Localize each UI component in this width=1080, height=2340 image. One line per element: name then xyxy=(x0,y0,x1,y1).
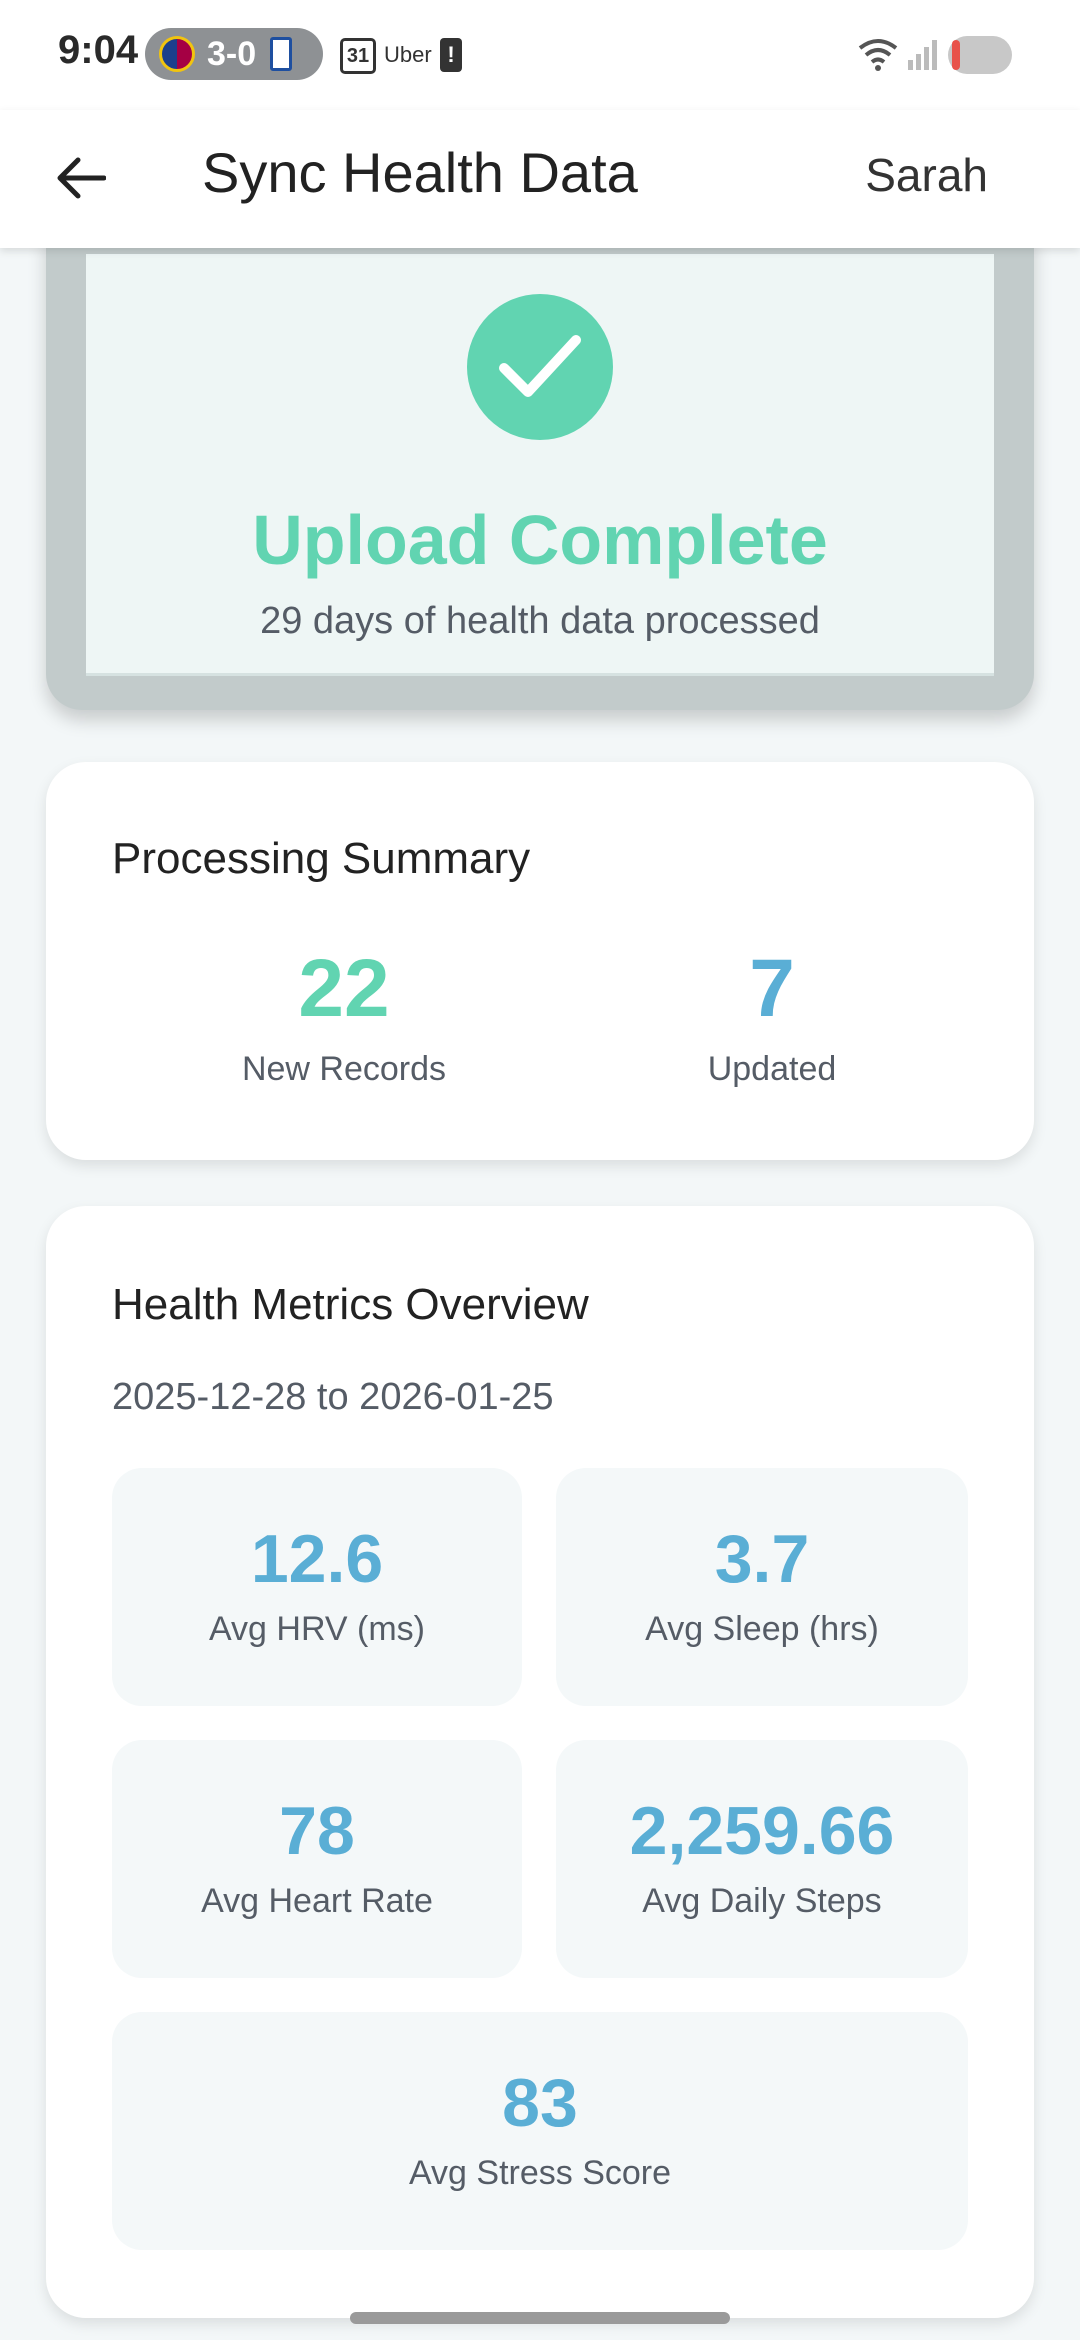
metric-value: 12.6 xyxy=(250,1521,384,1597)
new-records-value: 22 xyxy=(298,943,390,1034)
metric-tile-heart-rate: 78 Avg Heart Rate xyxy=(112,1740,522,1978)
user-name[interactable]: Sarah xyxy=(865,149,988,201)
upload-complete-card: Upload Complete 29 days of health data p… xyxy=(86,254,994,676)
battery-toggle-icon xyxy=(948,36,1012,74)
metric-label: Avg Stress Score xyxy=(408,2154,672,2192)
status-time: 9:04 xyxy=(58,28,139,72)
new-records-stat: 22 New Records xyxy=(194,942,494,1089)
metric-label: Avg Heart Rate xyxy=(201,1882,433,1920)
barcelona-badge-icon xyxy=(159,36,195,72)
metric-label: Avg Sleep (hrs) xyxy=(645,1610,879,1648)
metric-value: 83 xyxy=(502,2065,578,2141)
home-indicator[interactable] xyxy=(350,2312,730,2324)
metric-tile-sleep: 3.7 Avg Sleep (hrs) xyxy=(556,1468,968,1706)
battery-alert-icon: ! xyxy=(440,38,462,72)
metric-value: 2,259.66 xyxy=(629,1793,895,1869)
updated-stat: 7 Updated xyxy=(622,942,922,1089)
oviedo-badge-icon xyxy=(270,37,293,71)
health-metrics-card: Health Metrics Overview 2025-12-28 to 20… xyxy=(46,1206,1034,2318)
metric-tile-steps: 2,259.66 Avg Daily Steps xyxy=(556,1740,968,1978)
new-records-label: New Records xyxy=(241,1050,447,1088)
metric-tile-hrv: 12.6 Avg HRV (ms) xyxy=(112,1468,522,1706)
back-button[interactable] xyxy=(40,138,120,218)
updated-value: 7 xyxy=(749,943,795,1034)
uber-notification-icon: Uber xyxy=(384,42,432,67)
updated-label: Updated xyxy=(707,1050,837,1088)
arrow-left-icon xyxy=(57,157,106,199)
metric-tile-stress: 83 Avg Stress Score xyxy=(112,2012,968,2250)
upload-subtitle: 29 days of health data processed xyxy=(260,600,820,642)
metric-value: 3.7 xyxy=(714,1521,810,1597)
wifi-icon xyxy=(858,39,898,71)
calendar-icon: 31 xyxy=(340,38,376,74)
signal-icon xyxy=(908,40,937,70)
date-range: 2025-12-28 to 2026-01-25 xyxy=(112,1376,554,1418)
processing-summary-card: Processing Summary 22 New Records 7 Upda… xyxy=(46,762,1034,1160)
upload-title: Upload Complete xyxy=(252,501,828,579)
app-bar: Sync Health Data Sarah xyxy=(0,110,1080,248)
check-circle-icon xyxy=(467,294,613,440)
summary-heading: Processing Summary xyxy=(112,834,531,883)
score-text: 3-0 xyxy=(207,34,257,73)
metric-label: Avg HRV (ms) xyxy=(208,1610,425,1648)
page-title: Sync Health Data xyxy=(202,141,638,204)
live-score-pill[interactable]: 3-0 xyxy=(145,28,323,80)
metric-value: 78 xyxy=(279,1793,355,1869)
metrics-heading: Health Metrics Overview xyxy=(112,1280,589,1329)
metric-label: Avg Daily Steps xyxy=(642,1882,882,1920)
status-bar: 9:04 3-0 31 Uber ! xyxy=(0,0,1080,110)
